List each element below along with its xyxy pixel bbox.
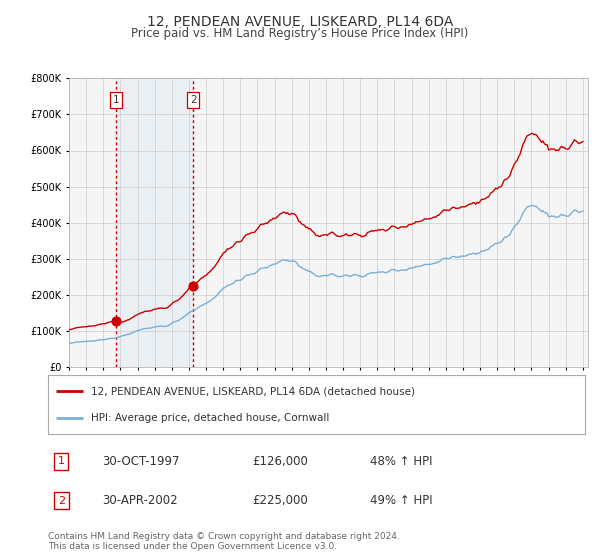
Text: 12, PENDEAN AVENUE, LISKEARD, PL14 6DA (detached house): 12, PENDEAN AVENUE, LISKEARD, PL14 6DA (… bbox=[91, 386, 415, 396]
Text: 1: 1 bbox=[113, 95, 119, 105]
Text: 30-APR-2002: 30-APR-2002 bbox=[102, 494, 178, 507]
Text: 2: 2 bbox=[190, 95, 196, 105]
Text: 30-OCT-1997: 30-OCT-1997 bbox=[102, 455, 179, 468]
Bar bbox=[116, 78, 193, 367]
Text: Price paid vs. HM Land Registry’s House Price Index (HPI): Price paid vs. HM Land Registry’s House … bbox=[131, 27, 469, 40]
Text: £126,000: £126,000 bbox=[252, 455, 308, 468]
Text: 49% ↑ HPI: 49% ↑ HPI bbox=[370, 494, 433, 507]
Text: HPI: Average price, detached house, Cornwall: HPI: Average price, detached house, Corn… bbox=[91, 413, 329, 423]
Point bbox=[188, 281, 198, 290]
Text: 2: 2 bbox=[58, 496, 65, 506]
Text: 1: 1 bbox=[58, 456, 65, 466]
Text: 48% ↑ HPI: 48% ↑ HPI bbox=[370, 455, 433, 468]
Point bbox=[112, 317, 121, 326]
Text: £225,000: £225,000 bbox=[252, 494, 308, 507]
Text: 12, PENDEAN AVENUE, LISKEARD, PL14 6DA: 12, PENDEAN AVENUE, LISKEARD, PL14 6DA bbox=[147, 15, 453, 29]
Text: Contains HM Land Registry data © Crown copyright and database right 2024.
This d: Contains HM Land Registry data © Crown c… bbox=[48, 532, 400, 552]
